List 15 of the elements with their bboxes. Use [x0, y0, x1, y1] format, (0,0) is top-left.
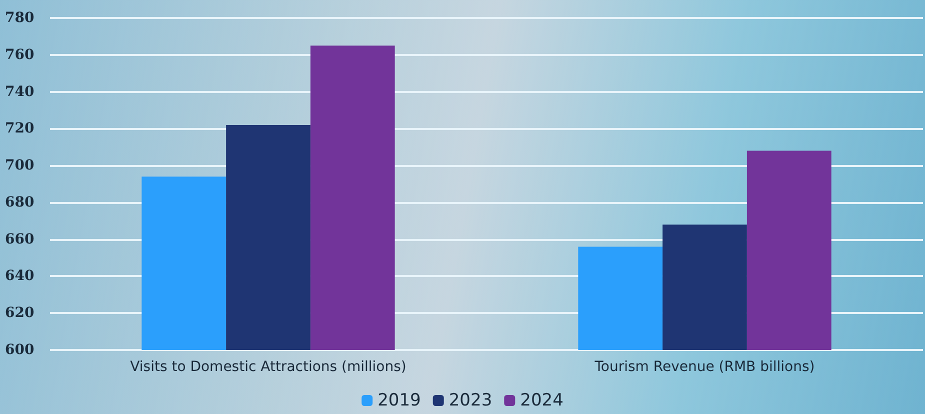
y-tick-label: 700 [5, 158, 34, 174]
y-tick-label: 660 [5, 231, 34, 248]
y-tick-label: 640 [5, 268, 34, 284]
y-tick-label: 760 [5, 46, 34, 63]
y-tick-label: 720 [5, 120, 34, 137]
legend-label: 2024 [520, 390, 564, 410]
x-tick-label: Visits to Domestic Attractions (millions) [130, 359, 406, 375]
legend-label: 2019 [378, 390, 421, 410]
legend-label: 2023 [448, 390, 492, 410]
y-tick-label: 620 [5, 305, 34, 322]
y-tick-label: 780 [5, 10, 34, 26]
x-tick-label: Tourism Revenue (RMB billions) [594, 359, 815, 375]
y-tick-label: 740 [5, 84, 34, 100]
y-tick-label: 600 [5, 342, 34, 358]
y-tick-label: 680 [5, 194, 34, 210]
